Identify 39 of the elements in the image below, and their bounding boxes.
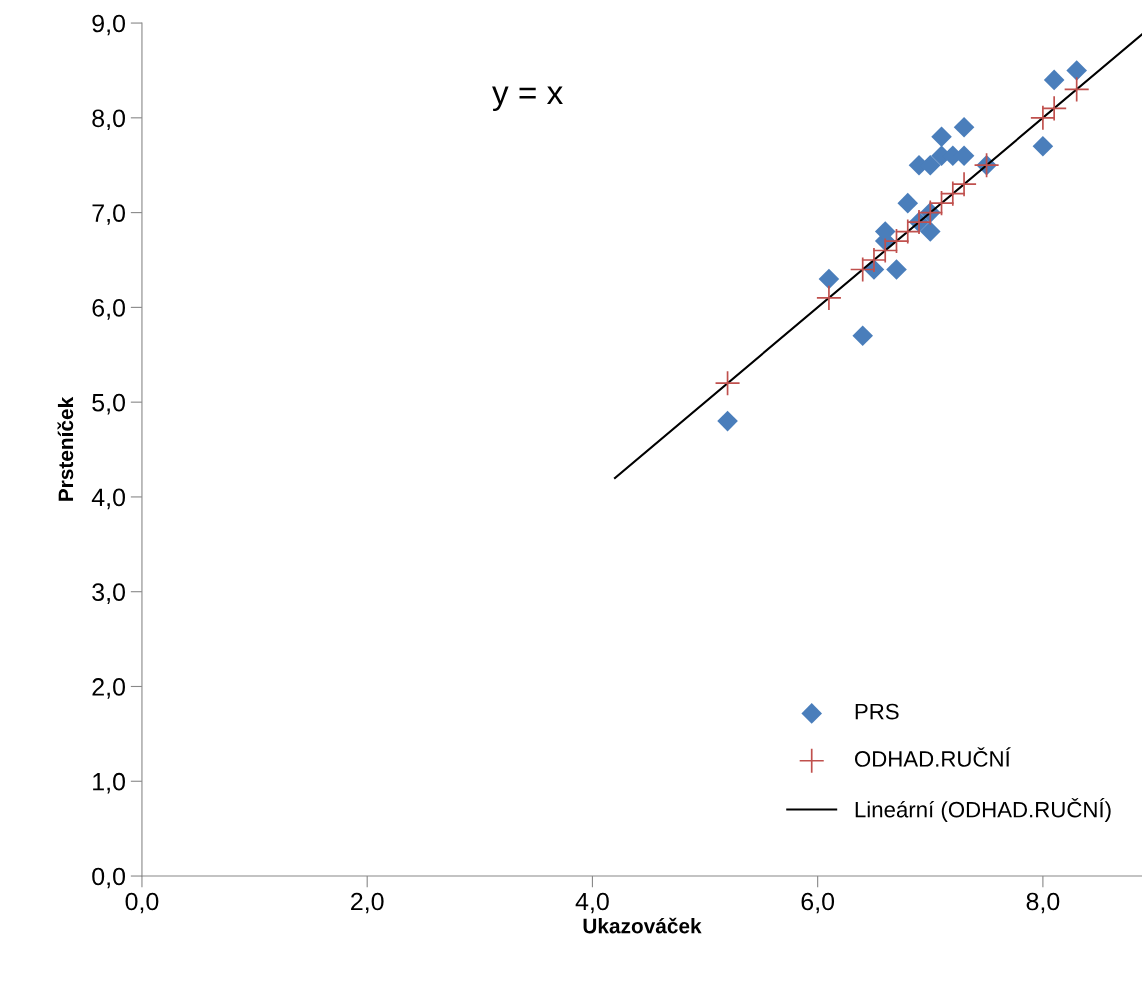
point	[1066, 60, 1087, 81]
point	[1030, 105, 1055, 130]
y-tick-label: 8,0	[92, 109, 125, 131]
legend-label: ODHAD.RUČNÍ	[854, 747, 1011, 767]
x-tick-label: 0,0	[125, 892, 159, 914]
annotation: y = x	[492, 86, 563, 111]
x-axis-title: Ukazováček	[583, 917, 702, 934]
point	[886, 259, 907, 280]
legend-label: Lineární (ODHAD.RUČNÍ)	[855, 797, 1111, 822]
point	[1042, 96, 1067, 121]
point	[1032, 135, 1054, 157]
x-tick-label: 8,0	[1026, 892, 1060, 914]
y-tick-label: 9,0	[92, 14, 125, 36]
point	[816, 285, 841, 310]
legend-label: PRS	[855, 703, 899, 720]
point	[931, 126, 952, 148]
y-axis-title: Prsteníček	[57, 396, 74, 501]
point	[852, 325, 874, 347]
y-tick-label: 7,0	[92, 204, 125, 225]
y-tick-label: 6,0	[92, 298, 125, 320]
point	[919, 221, 941, 242]
y-tick-label: 0,0	[92, 867, 125, 889]
point	[1064, 77, 1089, 102]
point	[818, 268, 840, 290]
x-tick-label: 6,0	[801, 892, 835, 914]
point	[861, 247, 886, 273]
point	[897, 192, 919, 214]
y-tick-label: 1,0	[93, 772, 125, 794]
x-tick-label: 4,0	[575, 892, 609, 914]
point	[717, 410, 738, 432]
x-tick-label: 2,0	[351, 892, 384, 914]
point	[1043, 69, 1065, 91]
y-tick-label: 3,0	[92, 583, 125, 604]
point	[952, 172, 977, 197]
y-tick-label: 4,0	[91, 488, 125, 510]
point	[715, 371, 740, 396]
point	[953, 117, 975, 138]
y-tick-label: 2,0	[92, 678, 125, 699]
y-tick-label: 5,0	[92, 393, 125, 415]
